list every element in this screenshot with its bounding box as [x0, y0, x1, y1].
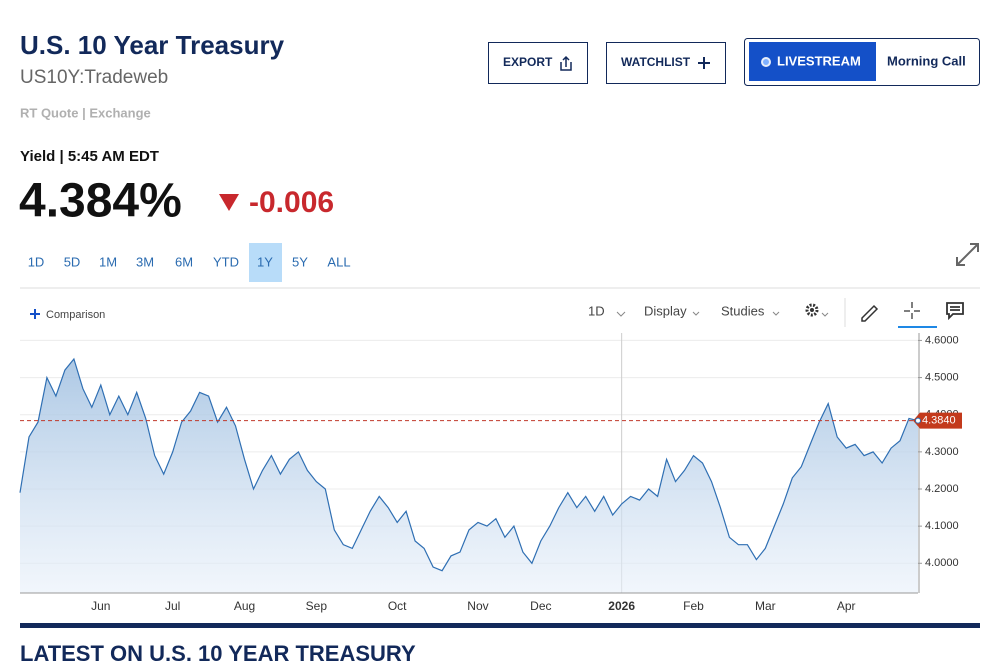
x-tick-label: Jul	[165, 599, 180, 613]
expand-icon[interactable]	[956, 243, 979, 266]
x-tick-label: Jun	[91, 599, 110, 613]
comment-icon[interactable]	[946, 302, 964, 321]
livestream-label: LIVESTREAM	[777, 53, 861, 68]
y-tick-label: 4.6000	[925, 334, 959, 346]
range-tab[interactable]: 1M	[99, 254, 117, 269]
crosshair-icon[interactable]	[904, 302, 920, 319]
export-label: EXPORT	[503, 55, 553, 69]
livestream-button[interactable]: LIVESTREAM	[749, 42, 876, 81]
title: U.S. 10 Year Treasury	[20, 30, 285, 60]
range-tab[interactable]: ALL	[327, 254, 350, 269]
watchlist-button[interactable]: WATCHLIST	[606, 42, 726, 84]
price: 4.384%	[19, 175, 182, 228]
x-tick-label: Sep	[306, 599, 328, 613]
studies[interactable]: Studies	[721, 303, 765, 318]
change: -0.006	[249, 186, 334, 219]
range-tab[interactable]: 3M	[136, 254, 154, 269]
active-tab	[249, 243, 282, 282]
range-tab[interactable]: 5Y	[292, 254, 308, 269]
x-tick-label: Nov	[467, 599, 488, 613]
chart: 4.00004.10004.20004.30004.40004.50004.60…	[19, 333, 962, 613]
y-tick-label: 4.5000	[925, 371, 959, 383]
livestream-group: LIVESTREAM Morning Call	[744, 38, 980, 86]
last-value-label: 4.3840	[922, 415, 956, 427]
export-button[interactable]: EXPORT	[488, 42, 588, 84]
watchlist-label: WATCHLIST	[621, 55, 691, 69]
down-arrow	[219, 194, 239, 211]
y-tick-label: 4.2000	[925, 483, 959, 495]
area-fill	[20, 359, 918, 593]
y-tick-label: 4.0000	[925, 557, 959, 569]
interval[interactable]: 1D	[588, 303, 605, 318]
range-tab[interactable]: 1Y	[257, 254, 273, 269]
plus-icon	[30, 309, 40, 319]
x-tick-label: Dec	[530, 599, 551, 613]
symbol: US10Y:Tradeweb	[20, 67, 168, 88]
x-tick-label: Mar	[755, 599, 776, 613]
range-tab[interactable]: 5D	[64, 254, 81, 269]
source: RT Quote | Exchange	[20, 105, 151, 120]
y-tick-label: 4.3000	[925, 446, 959, 458]
range-tab[interactable]: YTD	[213, 254, 239, 269]
last-value-tag	[913, 412, 962, 429]
footer-heading: LATEST ON U.S. 10 YEAR TREASURY	[20, 641, 416, 666]
comparison[interactable]: Comparison	[46, 309, 105, 321]
last-value-dot	[915, 417, 921, 424]
x-tick-label: Oct	[388, 599, 407, 613]
quote-label: Yield | 5:45 AM EDT	[20, 148, 159, 165]
y-tick-label: 4.1000	[925, 520, 959, 532]
range-tabs: 1D 5D 1M 3M 6M YTD 1Y 5Y ALL	[28, 254, 351, 269]
x-tick-label: Aug	[234, 599, 255, 613]
x-tick-label: Apr	[837, 599, 856, 613]
display[interactable]: Display	[644, 303, 687, 318]
morning-call[interactable]: Morning Call	[887, 53, 966, 68]
settings-icon[interactable]	[805, 303, 829, 317]
x-tick-label: Feb	[683, 599, 704, 613]
range-tab[interactable]: 1D	[28, 254, 45, 269]
price-line	[19, 357, 919, 572]
range-tab[interactable]: 6M	[175, 254, 193, 269]
footer-rule	[20, 623, 980, 628]
x-tick-label: 2026	[608, 599, 635, 613]
draw-icon[interactable]	[861, 304, 879, 322]
